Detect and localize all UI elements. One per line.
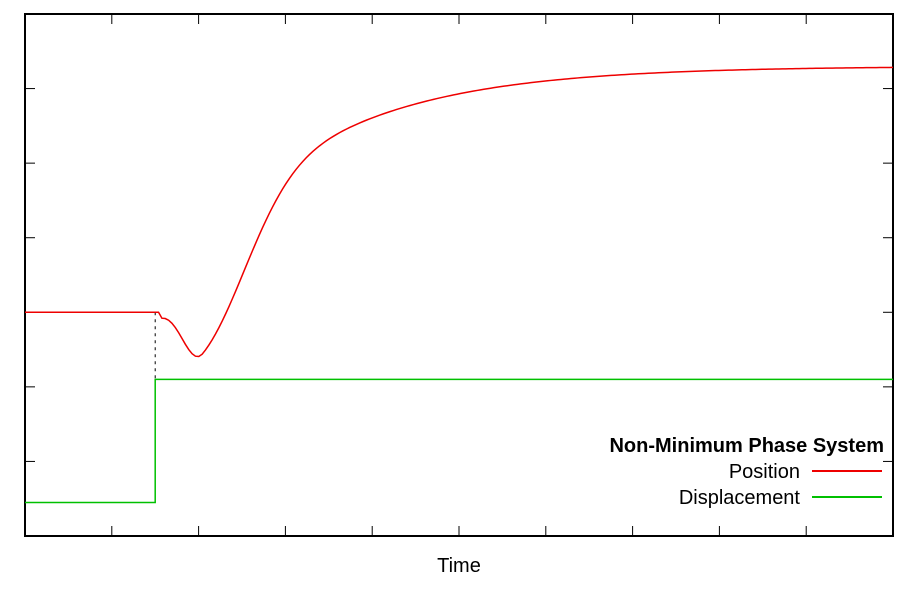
legend-label: Displacement (679, 487, 801, 509)
legend-title: Non-Minimum Phase System (609, 435, 884, 457)
chart-svg: Time Non-Minimum Phase System Position Disp… (0, 0, 910, 597)
legend-label: Position (729, 461, 800, 483)
chart-container: { "chart": { "type": "line", "width": 91… (0, 0, 910, 597)
x-axis-label: Time (437, 555, 481, 577)
